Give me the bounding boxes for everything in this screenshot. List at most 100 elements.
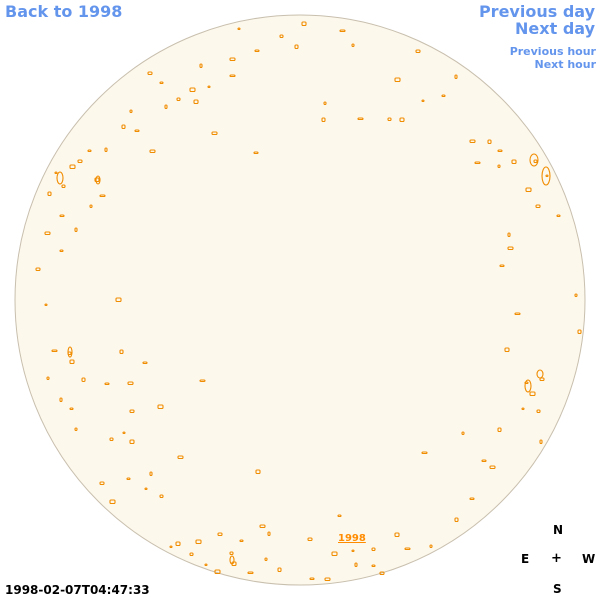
compass-north-label: N	[553, 523, 564, 537]
contour-spot	[267, 531, 271, 537]
contour-spot	[499, 264, 505, 268]
contour-spot	[59, 249, 64, 253]
contour-spot	[69, 164, 76, 170]
contour-spot	[229, 74, 236, 78]
contour-spot	[323, 101, 327, 106]
contour-spot	[127, 381, 134, 386]
contour-spot	[421, 99, 425, 103]
contour-spot	[404, 547, 411, 551]
contour-spot	[126, 477, 131, 481]
contour-spot	[237, 27, 241, 31]
contour-spot	[514, 312, 521, 316]
contour-spot	[497, 164, 501, 169]
contour-spot	[109, 437, 114, 442]
contour-spot	[199, 379, 206, 383]
contour-spot	[189, 552, 194, 557]
contour-spot	[177, 455, 184, 460]
contour-spot	[175, 541, 181, 547]
contour-spot	[254, 49, 260, 53]
next-hour-link[interactable]: Next hour	[534, 58, 597, 71]
contour-loop	[529, 153, 539, 167]
contour-spot	[104, 382, 110, 386]
year-link[interactable]: 1998	[338, 533, 366, 544]
contour-spot	[44, 303, 48, 307]
contour-spot	[46, 376, 50, 381]
contour-spot	[119, 349, 124, 355]
contour-spot	[69, 407, 74, 411]
contour-spot	[357, 117, 364, 121]
contour-spot	[129, 109, 133, 114]
contour-spot	[307, 537, 313, 542]
contour-spot	[253, 151, 259, 155]
contour-spot	[144, 487, 148, 491]
contour-spot	[255, 469, 261, 475]
contour-spot	[247, 571, 254, 575]
contour-spot	[497, 427, 502, 433]
contour-spot	[59, 214, 65, 218]
contour-spot	[536, 409, 541, 414]
contour-spot	[259, 524, 266, 529]
previous-hour-link[interactable]: Previous hour	[509, 45, 596, 58]
contour-spot	[487, 139, 492, 145]
contour-loop	[95, 175, 101, 185]
contour-loop	[229, 555, 235, 565]
compass-south-label: S	[553, 582, 562, 596]
contour-spot	[89, 204, 93, 209]
contour-spot	[454, 74, 458, 80]
contour-spot	[394, 77, 401, 83]
contour-spot	[74, 427, 78, 432]
contour-spot	[415, 49, 421, 54]
contour-spot	[74, 227, 78, 233]
contour-spot	[94, 177, 100, 183]
contour-spot	[469, 497, 475, 501]
contour-spot	[77, 159, 83, 164]
observation-timestamp: 1998-02-07T04:47:33	[5, 583, 150, 597]
contour-spot	[47, 191, 52, 197]
contour-spot	[545, 174, 549, 178]
contour-spot	[339, 29, 346, 33]
contour-spot	[142, 361, 148, 365]
contour-spot	[535, 204, 541, 209]
contour-spot	[507, 232, 511, 238]
contour-spot	[321, 117, 326, 123]
contour-spot	[489, 465, 496, 470]
contour-spot	[277, 567, 282, 573]
contour-spot	[469, 139, 476, 144]
contour-spot	[229, 551, 234, 556]
contour-spot	[539, 439, 543, 445]
active-region-contours	[35, 21, 582, 582]
contour-spot	[35, 267, 41, 272]
contour-spot	[214, 569, 221, 575]
previous-day-link[interactable]: Previous day	[478, 2, 595, 21]
contour-spot	[264, 557, 268, 562]
contour-spot	[61, 184, 66, 189]
compass-east-label: E	[521, 552, 530, 566]
contour-spot	[149, 471, 153, 477]
contour-spot	[115, 297, 122, 303]
contour-loop	[67, 346, 73, 358]
contour-spot	[159, 494, 164, 499]
next-day-link[interactable]: Next day	[515, 19, 595, 38]
back-to-year-link[interactable]: Back to 1998	[5, 2, 123, 21]
contour-spot	[109, 499, 116, 505]
contour-spot	[239, 539, 244, 543]
contour-spot	[195, 539, 202, 545]
contour-spot	[454, 517, 459, 523]
contour-spot	[394, 532, 400, 538]
contour-spot	[371, 564, 376, 568]
contour-spot	[511, 159, 517, 165]
contour-spot	[169, 545, 173, 549]
contour-spot	[279, 34, 284, 39]
contour-spot	[379, 571, 385, 576]
contour-spot	[99, 481, 105, 486]
contour-spot	[99, 194, 106, 198]
contour-spot	[351, 549, 355, 553]
contour-spot	[574, 293, 578, 298]
contour-spot	[217, 532, 223, 537]
contour-spot	[122, 431, 126, 435]
contour-spot	[193, 99, 199, 105]
contour-spot	[51, 349, 58, 353]
contour-spot	[87, 149, 92, 153]
contour-spot	[294, 44, 299, 50]
